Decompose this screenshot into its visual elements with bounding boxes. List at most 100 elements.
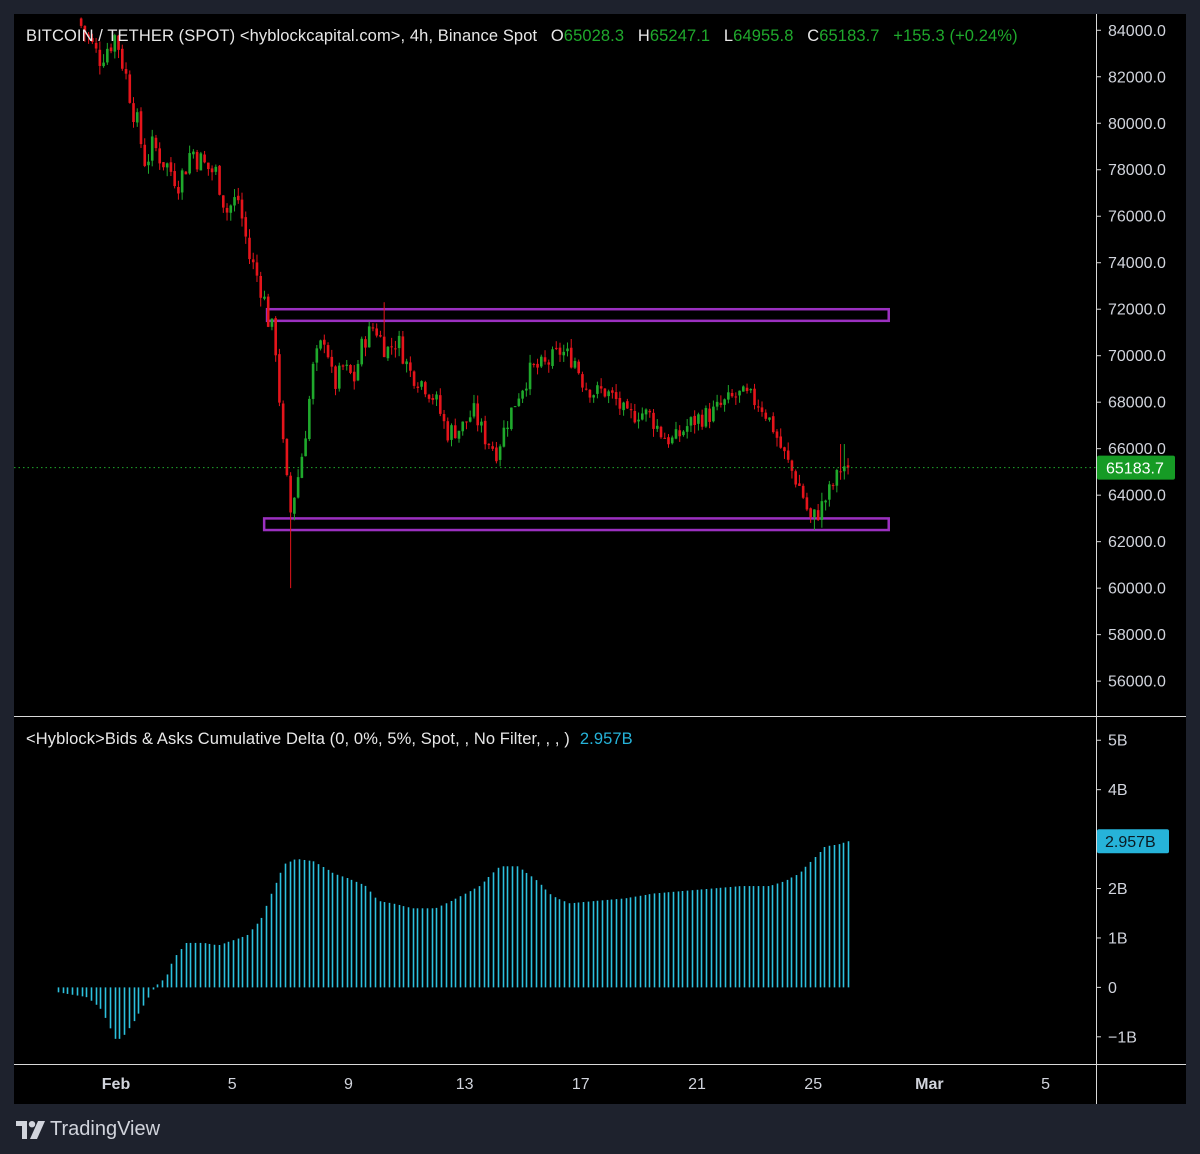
- candle-body: [207, 162, 210, 170]
- candle-body: [554, 347, 558, 349]
- candle-body: [667, 437, 670, 445]
- candle-body: [824, 500, 827, 503]
- candle-body: [828, 484, 831, 500]
- candle-body: [352, 371, 356, 382]
- candle-body: [165, 163, 169, 168]
- candle-body: [592, 395, 595, 398]
- candle-body: [813, 509, 816, 518]
- candle-body: [637, 419, 640, 422]
- candle-body: [506, 427, 509, 430]
- candle-body: [169, 162, 173, 172]
- candle-body: [581, 374, 584, 388]
- zone-support: [262, 517, 890, 532]
- candle-body: [599, 386, 603, 389]
- candle-body: [188, 153, 191, 174]
- price-tick-label: 74000.0: [1108, 255, 1166, 272]
- candle-body: [371, 327, 375, 329]
- indicator-legend: <Hyblock>Bids & Asks Cumulative Delta (0…: [26, 730, 633, 749]
- candle-body: [341, 365, 345, 367]
- candle-body: [435, 394, 438, 400]
- candle-body: [700, 414, 704, 427]
- candle-body: [109, 47, 113, 52]
- indicator-title: <Hyblock>Bids & Asks Cumulative Delta (0…: [26, 730, 570, 748]
- candle-body: [603, 388, 607, 397]
- candle-body: [659, 426, 663, 438]
- last-price-tag-label: 65183.7: [1106, 461, 1164, 478]
- candle-body: [296, 477, 300, 498]
- price-legend: BITCOIN / TETHER (SPOT) <hyblockcapital.…: [26, 27, 1018, 46]
- indicator-tick-label: 2B: [1108, 881, 1128, 898]
- candle-body: [693, 415, 696, 426]
- candle-body: [319, 340, 322, 349]
- candle-body: [244, 217, 248, 237]
- candle-body: [670, 437, 674, 444]
- candle-body: [487, 443, 491, 446]
- candle-body: [91, 38, 94, 42]
- candle-body: [577, 361, 581, 374]
- candle-body: [135, 112, 139, 123]
- candle-body: [326, 345, 330, 358]
- candle-body: [525, 388, 528, 391]
- candle-body: [753, 388, 756, 406]
- candle-body: [727, 392, 730, 400]
- price-tick-label: 76000.0: [1108, 209, 1166, 226]
- candle-body: [180, 170, 184, 193]
- candle-body: [831, 485, 835, 487]
- candle-body: [128, 74, 132, 103]
- candle-body: [809, 508, 812, 518]
- price-tick-label: 58000.0: [1108, 627, 1166, 644]
- candle-body: [416, 386, 420, 388]
- candle-body: [113, 35, 117, 52]
- time-tick-label: Mar: [915, 1076, 943, 1093]
- footer: TradingView: [14, 1104, 1186, 1154]
- high-value: 65247.1: [649, 27, 711, 45]
- candle-body: [259, 275, 263, 298]
- candle-body: [390, 346, 393, 348]
- candle-body: [846, 465, 850, 468]
- candle-body: [521, 390, 524, 399]
- candle-body: [562, 351, 566, 356]
- candle-body: [427, 394, 431, 399]
- candle-body: [498, 446, 502, 460]
- candle-body: [536, 363, 539, 368]
- candle-body: [401, 336, 405, 364]
- candle-body: [349, 364, 352, 373]
- candle-body: [697, 414, 700, 424]
- candle-body: [240, 199, 244, 219]
- candle-body: [749, 389, 753, 391]
- candle-body: [532, 364, 536, 366]
- candle-body: [308, 398, 311, 440]
- candle-body: [236, 195, 240, 201]
- candle-body: [285, 438, 289, 476]
- chart-canvas[interactable]: 84000.0 82000.0 80000.0 78000.0 76000.0 74000…: [14, 14, 1186, 1104]
- candle-body: [588, 389, 592, 398]
- candle-body: [143, 144, 147, 166]
- candle-body: [192, 151, 195, 155]
- candle-body: [364, 339, 367, 348]
- price-tick-label: 70000.0: [1108, 348, 1166, 365]
- candle-body: [222, 195, 225, 208]
- candle-body: [573, 360, 577, 368]
- candle-body: [843, 466, 846, 472]
- candle-body: [734, 396, 738, 398]
- tradingview-logo[interactable]: TradingView: [16, 1118, 160, 1141]
- candle-body: [289, 475, 292, 513]
- candle-body: [147, 161, 150, 166]
- candle-body: [132, 103, 135, 123]
- candle-body: [450, 425, 453, 440]
- candle-body: [420, 381, 423, 387]
- price-tick-label: 62000.0: [1108, 534, 1166, 551]
- candle-body: [790, 460, 794, 471]
- indicator-value-tag-label: 2.957B: [1105, 834, 1156, 851]
- candle-body: [472, 403, 476, 417]
- candle-body: [723, 399, 726, 405]
- candle-body: [158, 148, 162, 164]
- time-tick-label: 17: [572, 1076, 590, 1093]
- candle-body: [274, 318, 277, 356]
- low-label: L: [723, 27, 734, 45]
- candle-body: [835, 469, 839, 486]
- candle-body: [375, 328, 378, 336]
- candle-body: [405, 361, 408, 365]
- candle-body: [730, 392, 734, 397]
- chart-frame[interactable]: 84000.0 82000.0 80000.0 78000.0 76000.0 74000…: [14, 14, 1186, 1104]
